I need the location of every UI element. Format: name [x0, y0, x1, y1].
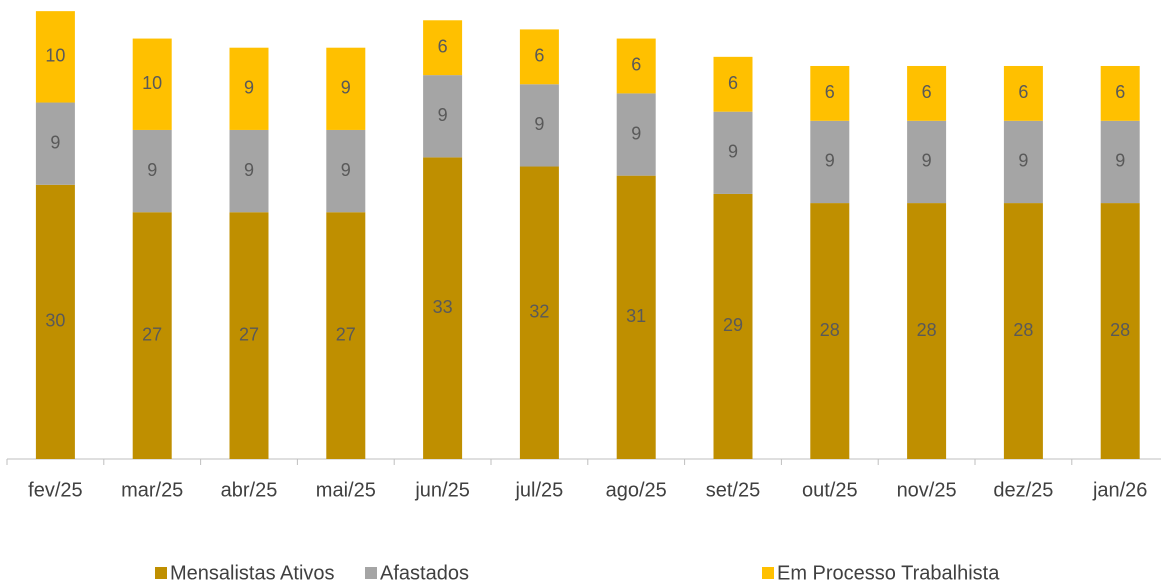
bar-segment [423, 75, 463, 158]
data-label: 6 [534, 46, 544, 66]
data-label: 27 [239, 324, 259, 344]
data-label: 6 [922, 82, 932, 102]
x-tick-label: set/25 [706, 479, 760, 501]
bar-segment [810, 65, 850, 121]
legend-label: Afastados [380, 562, 469, 584]
data-label: 10 [45, 46, 65, 66]
bar-segment [1100, 120, 1140, 204]
x-tick-label: jan/26 [1092, 479, 1148, 501]
bar-segment [326, 47, 366, 130]
bar-segment [907, 120, 947, 204]
data-label: 31 [626, 306, 646, 326]
bar-segment [519, 29, 559, 85]
data-label: 9 [728, 142, 738, 162]
x-tick-label: mai/25 [316, 479, 376, 501]
bar-segment [616, 175, 656, 459]
x-tick-label: nov/25 [897, 479, 957, 501]
legend-label: Em Processo Trabalhista [777, 562, 1000, 584]
data-label: 28 [917, 320, 937, 340]
data-label: 9 [534, 114, 544, 134]
data-label: 9 [50, 132, 60, 152]
data-label: 6 [438, 36, 448, 56]
bar-segment [35, 102, 75, 185]
data-label: 29 [723, 315, 743, 335]
data-label: 27 [336, 324, 356, 344]
bar-segment [616, 93, 656, 176]
data-label: 9 [631, 123, 641, 143]
legend-swatch [762, 567, 774, 579]
bar-segment [519, 84, 559, 167]
data-label: 9 [244, 160, 254, 180]
bar-segment [132, 38, 172, 130]
data-label: 6 [1018, 82, 1028, 102]
bar-segment [229, 212, 269, 459]
bar-segment [810, 203, 850, 459]
legend-swatch [365, 567, 377, 579]
bar-segment [229, 47, 269, 130]
x-tick-label: abr/25 [221, 479, 278, 501]
bar-segment [713, 193, 753, 459]
bar-segment [229, 129, 269, 213]
bar-segment [35, 184, 75, 460]
bar-segment [907, 65, 947, 121]
data-label: 33 [433, 297, 453, 317]
data-label: 27 [142, 324, 162, 344]
bar-segment [1003, 120, 1043, 204]
bar-segment [132, 129, 172, 213]
bar-segment [1003, 65, 1043, 121]
bar-segment [519, 166, 559, 459]
data-label: 9 [1018, 151, 1028, 171]
bar-segment [1003, 203, 1043, 459]
bar-segment [326, 212, 366, 459]
bar-segment [326, 129, 366, 213]
bar-segment [1100, 203, 1140, 459]
x-tick-label: jul/25 [514, 479, 563, 501]
bar-segment [713, 111, 753, 194]
x-tick-label: dez/25 [993, 479, 1053, 501]
data-label: 6 [631, 55, 641, 75]
data-label: 28 [1013, 320, 1033, 340]
bar-segment [713, 56, 753, 112]
x-tick-label: out/25 [802, 479, 858, 501]
bar-segment [132, 212, 172, 459]
data-label: 10 [142, 73, 162, 93]
x-tick-label: fev/25 [28, 479, 82, 501]
bar-segment [810, 120, 850, 204]
legend-label: Mensalistas Ativos [170, 562, 335, 584]
data-label: 9 [438, 105, 448, 125]
bar-segment [907, 203, 947, 459]
data-label: 9 [341, 78, 351, 98]
data-label: 9 [147, 160, 157, 180]
data-label: 6 [728, 73, 738, 93]
x-tick-label: ago/25 [606, 479, 667, 501]
bar-segment [423, 20, 463, 76]
bar-segment [35, 11, 75, 103]
data-label: 9 [244, 78, 254, 98]
data-label: 9 [1115, 151, 1125, 171]
data-label: 6 [825, 82, 835, 102]
data-label: 9 [341, 160, 351, 180]
x-tick-label: mar/25 [121, 479, 183, 501]
data-label: 6 [1115, 82, 1125, 102]
x-tick-label: jun/25 [414, 479, 470, 501]
data-label: 28 [820, 320, 840, 340]
bar-segment [616, 38, 656, 94]
bar-segment [1100, 65, 1140, 121]
data-label: 30 [45, 311, 65, 331]
data-label: 32 [529, 302, 549, 322]
bar-segment [423, 157, 463, 459]
data-label: 9 [922, 151, 932, 171]
data-label: 28 [1110, 320, 1130, 340]
legend-swatch [155, 567, 167, 579]
data-label: 9 [825, 151, 835, 171]
